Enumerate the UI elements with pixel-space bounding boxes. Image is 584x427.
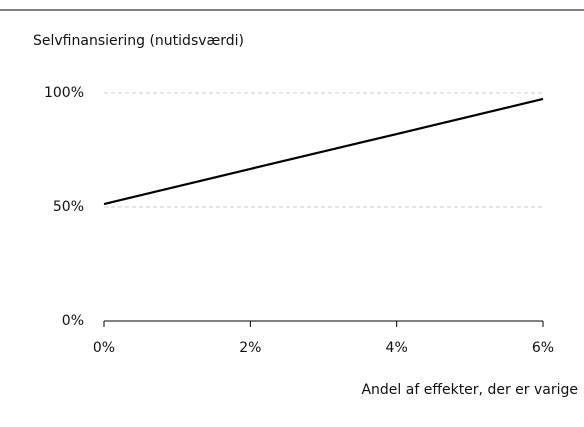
x-axis-label: Andel af effekter, der er varige (361, 382, 578, 398)
line (103, 97, 544, 206)
x-tick-label: 0% (93, 340, 115, 356)
y-tick-label: 50% (53, 199, 84, 215)
x-tick-label: 2% (239, 340, 261, 356)
x-tick-label: 4% (386, 340, 408, 356)
y-tick-label: 0% (62, 313, 84, 329)
y-tick-label: 100% (44, 85, 84, 101)
x-tick-label: 6% (532, 340, 554, 356)
chart-title: Selvfinansiering (nutidsværdi) (33, 33, 244, 49)
